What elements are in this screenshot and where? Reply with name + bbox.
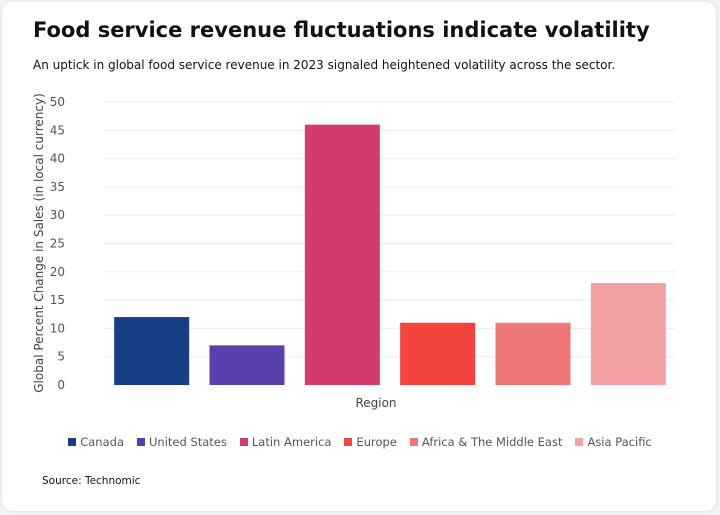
y-tick-label: 15 (50, 293, 65, 307)
legend-label: Asia Pacific (587, 435, 652, 449)
chart-title: Food service revenue fluctuations indica… (33, 18, 650, 42)
legend-item: Asia Pacific (575, 435, 652, 449)
bar-canada (114, 317, 190, 385)
bar-latin-america (304, 124, 380, 385)
legend-item: Canada (68, 435, 124, 449)
y-tick-label: 20 (50, 265, 65, 279)
legend-item: United States (137, 435, 227, 449)
bar-africa-the-middle-east (495, 322, 571, 385)
legend-swatch (344, 438, 353, 446)
bar-united-states (209, 345, 285, 385)
legend-item: Europe (344, 435, 397, 449)
legend-swatch (575, 438, 584, 446)
y-tick-label: 45 (50, 123, 65, 137)
y-tick-label: 40 (50, 152, 65, 166)
legend-label: United States (149, 435, 227, 449)
legend-label: Latin America (251, 435, 332, 449)
legend-label: Europe (356, 435, 397, 449)
y-tick-label: 10 (50, 321, 65, 335)
y-tick-label: 5 (57, 350, 65, 364)
source-note: Source: Technomic (42, 475, 141, 487)
y-tick-label: 25 (50, 237, 65, 251)
legend-label: Canada (80, 435, 124, 449)
legend-swatch (137, 438, 145, 446)
gridlines (104, 101, 676, 358)
x-axis-label: Region (355, 396, 396, 410)
y-tick-label: 0 (57, 378, 65, 392)
legend-swatch (409, 438, 418, 446)
legend-item: Latin America (239, 435, 332, 449)
bar-asia-pacific (590, 283, 666, 385)
y-tick-label: 50 (50, 95, 65, 109)
legend: Canada United States Latin America Europe Af… (0, 435, 720, 449)
chart-subtitle: An uptick in global food service revenue… (33, 58, 616, 72)
legend-swatch (68, 438, 77, 446)
legend-label: Africa & The Middle East (421, 435, 563, 449)
y-tick-label: 35 (50, 180, 65, 194)
y-axis-label: Global Percent Change in Sales (in local… (32, 93, 46, 393)
bar-europe (400, 322, 476, 385)
bars (114, 124, 666, 385)
legend-item: Africa & The Middle East (409, 435, 563, 449)
legend-swatch (239, 438, 248, 446)
y-tick-label: 30 (50, 208, 65, 222)
y-axis-ticks: 0 5 10 15 20 25 30 35 40 45 50 (50, 95, 65, 392)
